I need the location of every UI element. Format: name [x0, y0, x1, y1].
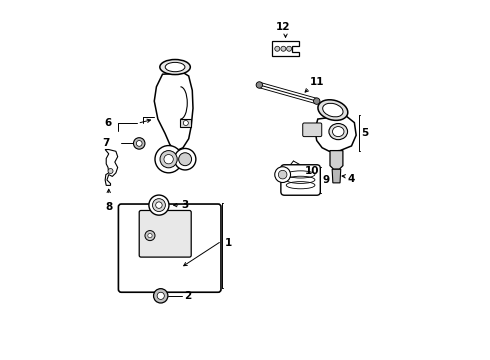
- Circle shape: [145, 230, 155, 240]
- Text: 5: 5: [362, 129, 369, 138]
- Circle shape: [278, 170, 287, 179]
- Circle shape: [164, 154, 173, 164]
- Circle shape: [314, 98, 320, 104]
- Polygon shape: [315, 116, 356, 151]
- Text: 3: 3: [181, 200, 189, 210]
- Circle shape: [157, 292, 164, 300]
- Text: 9: 9: [322, 175, 330, 185]
- Text: 6: 6: [104, 118, 112, 128]
- Circle shape: [153, 289, 168, 303]
- Circle shape: [160, 150, 177, 168]
- Text: 7: 7: [102, 139, 110, 148]
- Circle shape: [156, 202, 162, 208]
- Circle shape: [136, 140, 142, 146]
- Circle shape: [287, 46, 292, 51]
- Polygon shape: [332, 169, 341, 183]
- Ellipse shape: [333, 127, 344, 136]
- Text: 10: 10: [305, 166, 319, 176]
- Text: 2: 2: [184, 291, 191, 301]
- Circle shape: [152, 199, 166, 212]
- Ellipse shape: [323, 103, 343, 117]
- Text: 12: 12: [275, 22, 290, 32]
- Circle shape: [256, 82, 263, 88]
- Circle shape: [149, 195, 169, 215]
- Ellipse shape: [160, 59, 190, 75]
- FancyBboxPatch shape: [119, 204, 221, 292]
- Ellipse shape: [318, 100, 348, 120]
- Circle shape: [155, 145, 182, 173]
- FancyBboxPatch shape: [303, 123, 322, 136]
- Ellipse shape: [165, 62, 185, 72]
- FancyBboxPatch shape: [281, 165, 320, 195]
- Polygon shape: [154, 73, 193, 151]
- Circle shape: [174, 148, 196, 170]
- Circle shape: [275, 46, 280, 51]
- Circle shape: [281, 46, 286, 51]
- Polygon shape: [105, 149, 118, 185]
- Circle shape: [179, 153, 192, 166]
- Text: 11: 11: [310, 77, 325, 87]
- Polygon shape: [330, 150, 343, 169]
- FancyBboxPatch shape: [180, 119, 191, 127]
- Circle shape: [148, 233, 152, 238]
- Circle shape: [133, 138, 145, 149]
- Circle shape: [108, 168, 113, 174]
- Circle shape: [275, 167, 291, 183]
- Polygon shape: [272, 41, 299, 56]
- FancyBboxPatch shape: [139, 211, 191, 257]
- Circle shape: [183, 121, 188, 126]
- Text: 1: 1: [225, 238, 233, 248]
- Ellipse shape: [329, 123, 347, 140]
- Text: 4: 4: [348, 174, 355, 184]
- Text: 8: 8: [105, 202, 112, 212]
